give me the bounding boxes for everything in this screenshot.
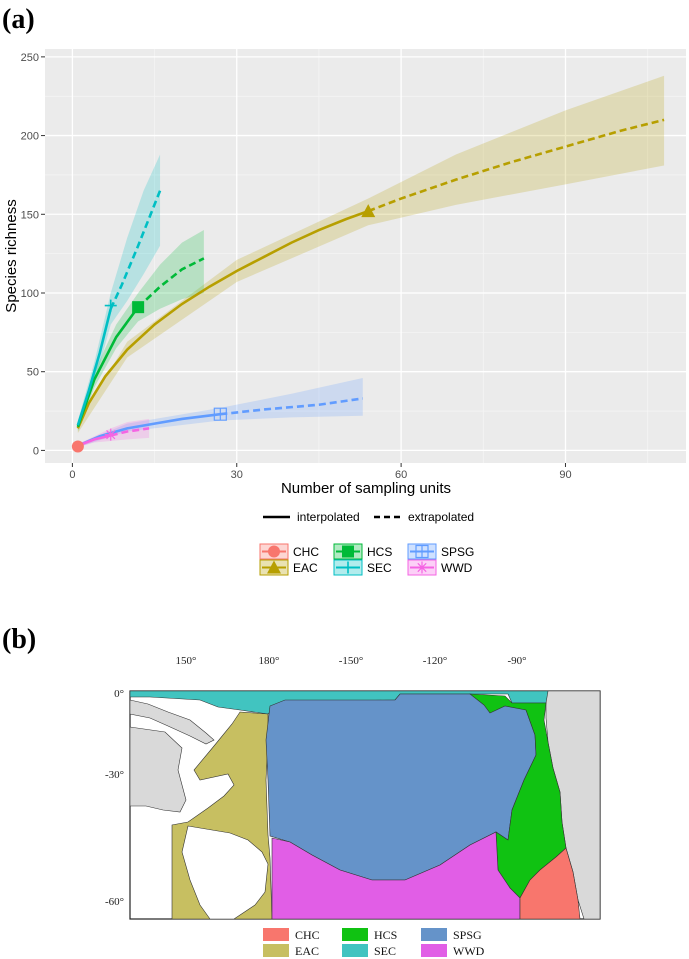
australia-land (129, 726, 187, 813)
marker-chc (71, 440, 84, 453)
group-legend: CHC HCS SPSG EAC SEC WWD (259, 543, 474, 576)
legend-marker-hcs (342, 545, 354, 558)
legend-label-wwd: WWD (441, 561, 473, 575)
map-lon-180: 180° (259, 655, 280, 667)
map-legend-wwd-swatch (421, 944, 447, 957)
line-interpolated-eac (76, 209, 369, 429)
plot-background (45, 49, 686, 463)
legend-interpolated: interpolated (297, 510, 360, 524)
map-legend-spsg-swatch (421, 928, 447, 941)
map-legend-hcs-swatch (342, 928, 368, 941)
line-interpolated-wwd (77, 434, 112, 447)
panel-b-label: (b) (2, 624, 36, 655)
y-tick-label: 100 (21, 288, 39, 300)
major-gridlines (45, 49, 686, 463)
map-lon-150: 150° (176, 655, 197, 667)
y-tick-label: 250 (21, 52, 39, 64)
series-markers (71, 204, 376, 453)
map-legend-sec: SEC (374, 944, 396, 958)
series-lines (76, 118, 665, 447)
band-hcs (77, 230, 204, 432)
marker-wwd (104, 428, 117, 441)
map-legend-chc-swatch (263, 928, 289, 941)
x-tick-label: 0 (69, 469, 75, 481)
marker-hcs (132, 301, 145, 314)
legend-marker-wwd (416, 561, 428, 574)
region-map: 150° 180° -150° -120° -90° 0° -30° -60° … (105, 655, 601, 958)
line-interpolated-sec (76, 308, 113, 426)
legend-label-hcs: HCS (367, 545, 392, 559)
legend-extrapolated: extrapolated (408, 510, 474, 524)
y-tick-label: 150 (21, 209, 39, 221)
panel-a-label: (a) (2, 4, 35, 35)
map-lat-m30: -30° (105, 769, 124, 781)
map-lat-0: 0° (114, 688, 124, 700)
map-legend-spsg: SPSG (453, 928, 482, 942)
y-tick-label: 0 (33, 445, 39, 457)
legend-marker-chc (268, 545, 280, 558)
x-tick-label: 60 (395, 469, 407, 481)
line-extrapolated-eac (367, 118, 665, 213)
legend-label-sec: SEC (367, 561, 392, 575)
map-lon-m120: -120° (423, 655, 448, 667)
rarefaction-chart: 0 30 60 90 0 50 100 150 200 250 Number of sampli… (3, 49, 686, 576)
new-zealand-gap (181, 825, 269, 920)
y-tick-label: 50 (27, 367, 39, 379)
map-legend-hcs: HCS (374, 928, 397, 942)
marker-sec (104, 299, 117, 312)
line-extrapolated-spsg (220, 397, 363, 416)
new-guinea-land (129, 699, 215, 745)
legend-label-spsg: SPSG (441, 545, 474, 559)
x-tick-label: 30 (231, 469, 243, 481)
map-legend-eac: EAC (295, 944, 319, 958)
line-extrapolated-hcs (137, 257, 205, 309)
y-tick-label: 200 (21, 131, 39, 143)
line-extrapolated-sec (109, 190, 162, 310)
map-legend: CHC HCS SPSG EAC SEC WWD (263, 928, 485, 958)
legend-marker-eac (267, 560, 281, 574)
band-eac (77, 75, 665, 434)
y-axis-ticks: 0 50 100 150 200 250 (21, 52, 45, 457)
map-lon-m150: -150° (339, 655, 364, 667)
x-axis-label: Number of sampling units (281, 480, 451, 497)
map-legend-wwd: WWD (453, 944, 485, 958)
map-legend-chc: CHC (295, 928, 320, 942)
minor-gridlines (45, 49, 686, 463)
legend-marker-sec (342, 561, 354, 574)
region-chc (519, 847, 581, 920)
x-axis-ticks: 0 30 60 90 (69, 463, 572, 481)
legend-label-chc: CHC (293, 545, 319, 559)
linetype-legend: interpolated extrapolated (263, 510, 474, 524)
marker-spsg (213, 407, 227, 421)
map-lon-m90: -90° (507, 655, 526, 667)
y-axis-label: Species richness (3, 199, 20, 312)
legend-marker-spsg (415, 544, 429, 559)
map-legend-sec-swatch (342, 944, 368, 957)
marker-eac (361, 204, 376, 218)
legend-label-eac: EAC (293, 561, 318, 575)
map-legend-eac-swatch (263, 944, 289, 957)
map-lat-m60: -60° (105, 896, 124, 908)
x-tick-label: 90 (559, 469, 571, 481)
